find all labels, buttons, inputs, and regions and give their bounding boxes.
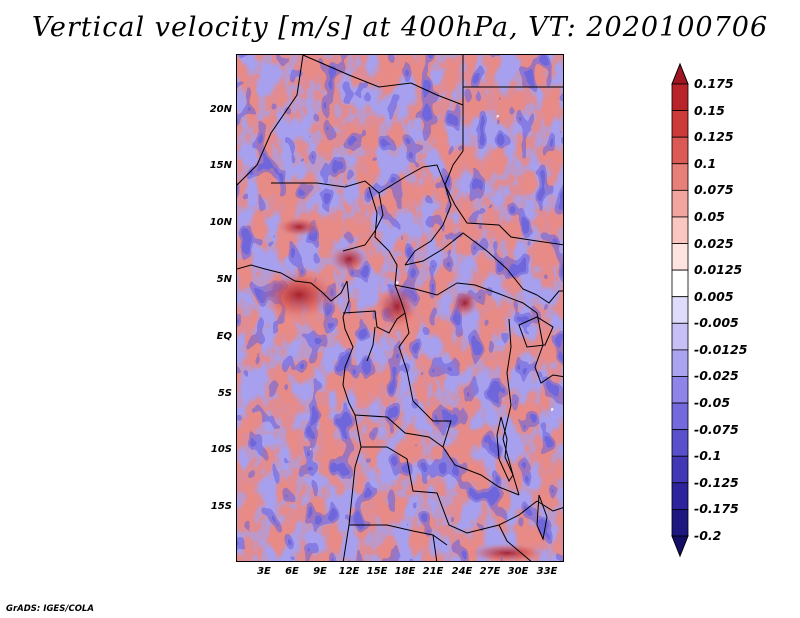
colorbar-segment (671, 455, 689, 484)
colorbar-segment (671, 376, 689, 404)
lat-label: 5N (216, 274, 232, 285)
map-panel (236, 54, 564, 562)
lon-label: 9E (313, 566, 327, 577)
colorbar-segment (671, 189, 689, 218)
colorbar-segment (671, 482, 689, 510)
lon-label: 3E (257, 566, 271, 577)
colorbar-segment (671, 349, 689, 377)
colorbar-label: 0.1 (694, 155, 717, 171)
colorbar-segment (671, 110, 689, 138)
lat-label: 10S (210, 444, 232, 455)
lon-label: 27E (479, 566, 501, 577)
country-borders (237, 55, 563, 561)
colorbar-label: -0.0125 (694, 341, 748, 357)
colorbar-label: -0.05 (694, 395, 731, 411)
lon-label: 30E (507, 566, 529, 577)
lon-label: 24E (451, 566, 473, 577)
colorbar-segment (671, 296, 689, 324)
lat-label: 15S (210, 501, 232, 512)
lat-label: 10N (209, 217, 232, 228)
colorbar-label: -0.125 (694, 474, 739, 490)
colorbar-segment (671, 243, 689, 271)
lon-label: 12E (338, 566, 360, 577)
lon-label: 33E (536, 566, 558, 577)
colorbar-segment (671, 402, 689, 431)
colorbar-segment (671, 322, 689, 351)
colorbar-label: 0.025 (694, 235, 734, 251)
lon-label: 21E (422, 566, 444, 577)
colorbar-label: -0.2 (694, 528, 722, 543)
colorbar-segment (671, 163, 689, 191)
colorbar-segment (671, 216, 689, 244)
colorbar-label: -0.075 (694, 421, 739, 437)
colorbar-label: 0.075 (694, 182, 734, 198)
lat-label: 5S (217, 388, 232, 399)
colorbar-label: 0.125 (694, 129, 734, 145)
lat-label: EQ (216, 331, 232, 342)
lat-label: 20N (209, 104, 232, 115)
colorbar-segment (671, 429, 689, 457)
map-title: Vertical velocity [m/s] at 400hPa, VT: 2… (31, 12, 769, 43)
colorbar-label: 0.0125 (694, 262, 743, 278)
colorbar-label: 0.15 (694, 102, 725, 118)
credit-text: GrADS: IGES/COLA (6, 604, 94, 614)
colorbar-label: 0.175 (694, 76, 734, 91)
colorbar-segment (671, 136, 689, 165)
colorbar-label: -0.005 (694, 315, 739, 331)
colorbar-segment (671, 269, 689, 298)
colorbar-label: 0.05 (694, 208, 725, 224)
lon-label: 6E (285, 566, 299, 577)
vertical-velocity-field (237, 55, 563, 561)
colorbar (671, 62, 689, 558)
lon-label: 18E (394, 566, 416, 577)
colorbar-label: -0.175 (694, 501, 739, 517)
colorbar-segment (671, 62, 689, 85)
colorbar-segment (671, 535, 689, 558)
strong-updraft-areas (259, 217, 547, 561)
colorbar-segment (671, 509, 689, 537)
lon-label: 15E (366, 566, 388, 577)
colorbar-label: 0.005 (694, 288, 734, 304)
colorbar-label: -0.025 (694, 368, 739, 384)
colorbar-label: -0.1 (694, 448, 722, 464)
colorbar-segment (671, 83, 689, 111)
lat-label: 15N (209, 160, 232, 171)
